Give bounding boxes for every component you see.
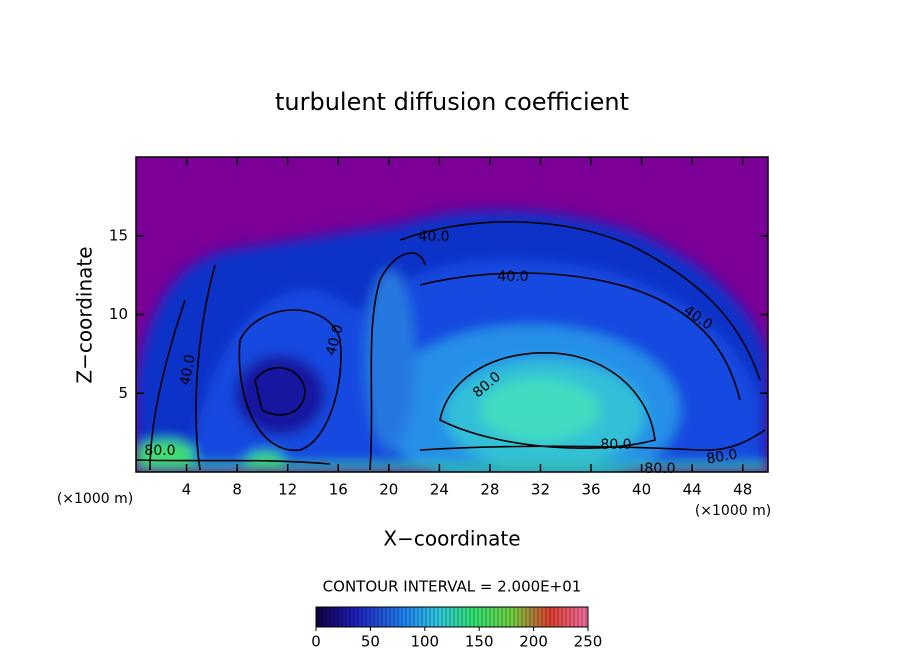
x-tick-label: 12 bbox=[278, 481, 297, 499]
x-tick-label: 8 bbox=[232, 481, 242, 499]
x-tick-label: 48 bbox=[733, 481, 752, 499]
y-tick-label: 15 bbox=[109, 226, 128, 244]
x-axis-label: X−coordinate bbox=[383, 527, 520, 551]
x-tick-label: 20 bbox=[379, 481, 398, 499]
contour-label: 40.0 bbox=[418, 229, 449, 245]
contour-label: 80.0 bbox=[705, 446, 738, 467]
colorbar-tick-label: 200 bbox=[519, 633, 548, 651]
x-tick-label: 40 bbox=[632, 481, 651, 499]
contour-label: 40.0 bbox=[323, 323, 347, 357]
y-axis-label: Z−coordinate bbox=[73, 246, 97, 383]
y-tick-label: 10 bbox=[109, 305, 128, 323]
x-tick-label: 24 bbox=[430, 481, 449, 499]
contour-field bbox=[136, 157, 768, 472]
contour-label: 80.0 bbox=[600, 437, 631, 453]
x-unit-left: (×1000 m) bbox=[57, 491, 133, 507]
colorbar-tick-label: 100 bbox=[410, 633, 439, 651]
colorbar bbox=[315, 606, 589, 628]
x-tick-label: 16 bbox=[329, 481, 348, 499]
colorbar-tick-label: 50 bbox=[361, 633, 380, 651]
x-unit-right: (×1000 m) bbox=[695, 503, 771, 519]
contour-label: 40.0 bbox=[497, 269, 528, 285]
field-shading bbox=[136, 211, 768, 472]
contour-label: 80.0 bbox=[644, 461, 675, 477]
x-tick-label: 32 bbox=[531, 481, 550, 499]
x-tick-label: 44 bbox=[683, 481, 702, 499]
x-tick-label: 4 bbox=[182, 481, 192, 499]
x-tick-label: 36 bbox=[581, 481, 600, 499]
colorbar-tick-label: 150 bbox=[465, 633, 494, 651]
contour-lines bbox=[136, 221, 766, 471]
y-tick-label: 5 bbox=[118, 384, 128, 402]
contour-label: 80.0 bbox=[144, 443, 175, 459]
chart-title: turbulent diffusion coefficient bbox=[275, 88, 629, 116]
x-tick-label: 28 bbox=[480, 481, 499, 499]
contour-label: 40.0 bbox=[177, 353, 198, 386]
contour-interval: CONTOUR INTERVAL = 2.000E+01 bbox=[323, 578, 582, 596]
colorbar-tick-label: 250 bbox=[574, 633, 603, 651]
colorbar-tick-label: 0 bbox=[311, 633, 321, 651]
